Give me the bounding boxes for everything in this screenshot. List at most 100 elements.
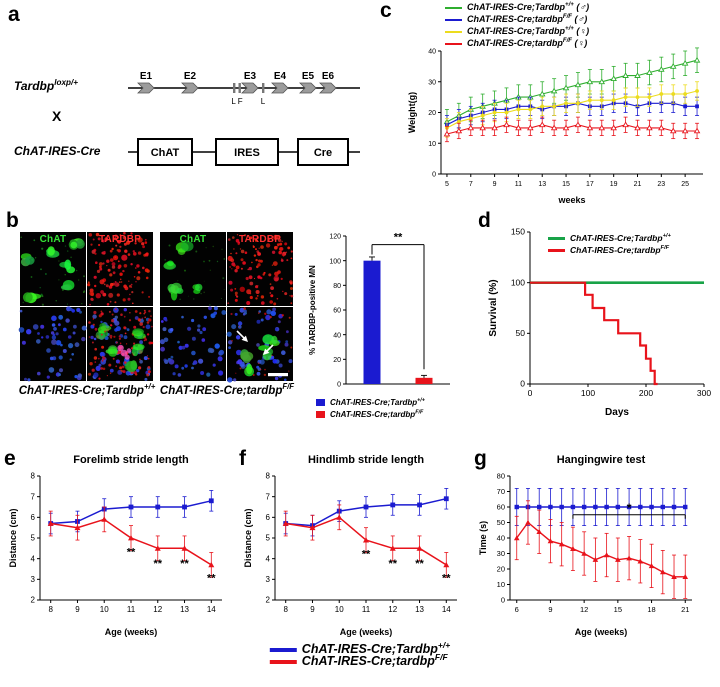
svg-text:0: 0 bbox=[528, 388, 533, 398]
svg-text:L F: L F bbox=[231, 97, 242, 106]
svg-text:E3: E3 bbox=[244, 71, 257, 82]
legend-label: ChAT-IRES-Cre;Tardbp+/+ (♂) bbox=[467, 1, 590, 12]
svg-text:20: 20 bbox=[333, 357, 341, 364]
svg-text:7: 7 bbox=[31, 492, 36, 501]
svg-text:15: 15 bbox=[562, 181, 570, 188]
svg-text:13: 13 bbox=[415, 605, 424, 614]
svg-text:50: 50 bbox=[516, 328, 526, 338]
svg-text:6: 6 bbox=[31, 513, 36, 522]
cross-symbol: X bbox=[52, 108, 62, 124]
svg-text:Days: Days bbox=[605, 407, 629, 418]
svg-text:**: ** bbox=[153, 558, 162, 570]
svg-text:ChAT: ChAT bbox=[151, 147, 180, 159]
svg-text:40: 40 bbox=[497, 534, 505, 543]
svg-text:E2: E2 bbox=[184, 71, 197, 82]
svg-text:2: 2 bbox=[266, 596, 271, 605]
svg-text:**: ** bbox=[394, 232, 403, 244]
svg-text:8: 8 bbox=[31, 472, 36, 481]
legend-label: ChAT-IRES-Cre;tardbpF/F (♀) bbox=[467, 37, 588, 48]
svg-text:120: 120 bbox=[329, 234, 341, 241]
svg-text:12: 12 bbox=[388, 605, 397, 614]
legend-item: ChAT-IRES-Cre;Tardbp+/+ bbox=[269, 641, 450, 655]
panel-label-a: a bbox=[8, 3, 20, 26]
bar-chart-legend: ChAT-IRES-Cre;Tardbp+/+ ChAT-IRES-Cre;tar… bbox=[316, 397, 425, 421]
svg-text:40: 40 bbox=[428, 49, 436, 56]
legend-item: ChAT-IRES-Cre;tardbpF/F (♀) bbox=[445, 37, 589, 49]
svg-text:9: 9 bbox=[310, 605, 315, 614]
svg-text:5: 5 bbox=[266, 534, 271, 543]
svg-text:40: 40 bbox=[333, 332, 341, 339]
legend-label: ChAT-IRES-Cre;Tardbp+/+ bbox=[330, 397, 425, 407]
svg-text:**: ** bbox=[362, 549, 371, 561]
legend-item: ChAT-IRES-Cre;Tardbp+/+ (♂) bbox=[445, 1, 590, 13]
svg-text:7: 7 bbox=[266, 492, 271, 501]
legend-item: ChAT-IRES-Cre;tardbpF/F (♂) bbox=[445, 13, 589, 25]
panel-label-g: g bbox=[474, 447, 487, 470]
legend-swatch bbox=[548, 237, 565, 240]
svg-text:Time (s): Time (s) bbox=[478, 521, 488, 555]
legend-label: ChAT-IRES-Cre;Tardbp+/+ bbox=[570, 233, 671, 243]
svg-text:8: 8 bbox=[266, 472, 271, 481]
svg-text:Age (weeks): Age (weeks) bbox=[105, 627, 158, 637]
svg-text:6: 6 bbox=[266, 513, 271, 522]
svg-text:**: ** bbox=[180, 558, 189, 570]
forelimb-chart: 8 9 10 11 12 13 14 2 3 4 5 6 7 8 Forelimb stride lengt… bbox=[8, 454, 222, 637]
svg-text:6: 6 bbox=[515, 605, 519, 614]
legend-item: ChAT-IRES-Cre;Tardbp+/+ bbox=[316, 397, 425, 408]
legend-item: ChAT-IRES-Cre;tardbpF/F bbox=[316, 409, 425, 420]
svg-text:10: 10 bbox=[335, 605, 344, 614]
svg-text:4: 4 bbox=[266, 554, 271, 563]
svg-text:0: 0 bbox=[337, 382, 341, 389]
svg-text:3: 3 bbox=[266, 575, 271, 584]
svg-text:**: ** bbox=[388, 558, 397, 570]
svg-text:Distance (cm): Distance (cm) bbox=[243, 508, 253, 567]
svg-text:E5: E5 bbox=[302, 71, 315, 82]
svg-text:60: 60 bbox=[497, 503, 505, 512]
svg-text:L: L bbox=[261, 97, 266, 106]
svg-text:Age (weeks): Age (weeks) bbox=[340, 627, 393, 637]
stain-label-tardbp-ko: TARDBP bbox=[238, 234, 282, 245]
weight-chart-legend: ChAT-IRES-Cre;Tardbp+/+ (♂) ChAT-IRES-Cre… bbox=[445, 1, 590, 50]
legend-swatch bbox=[269, 659, 297, 664]
svg-text:0: 0 bbox=[520, 379, 525, 389]
gene-construct-diagram: E1 E2 E3 E4 E5 E6 L F L ChAT IRES Cre bbox=[128, 71, 360, 166]
svg-text:60: 60 bbox=[333, 308, 341, 315]
hangingwire-chart: 6 9 12 15 18 21 0 10 20 30 40 50 60 70 80 Hangingwire t… bbox=[478, 454, 692, 637]
svg-text:8: 8 bbox=[283, 605, 288, 614]
svg-text:9: 9 bbox=[548, 605, 552, 614]
svg-text:9: 9 bbox=[493, 181, 497, 188]
svg-text:**: ** bbox=[415, 558, 424, 570]
svg-text:50: 50 bbox=[497, 518, 505, 527]
svg-text:5: 5 bbox=[445, 181, 449, 188]
svg-text:21: 21 bbox=[681, 605, 689, 614]
legend-label: ChAT-IRES-Cre;tardbpF/F bbox=[301, 651, 448, 668]
svg-text:0: 0 bbox=[432, 172, 436, 179]
svg-text:70: 70 bbox=[497, 487, 505, 496]
panel-label-c: c bbox=[380, 0, 392, 22]
legend-swatch bbox=[445, 18, 462, 21]
svg-text:Distance (cm): Distance (cm) bbox=[8, 508, 18, 567]
weight-chart: 5 7 9 11 13 15 17 19 21 23 25 0 10 20 30 40 weeks Weight(… bbox=[407, 47, 703, 205]
svg-text:0: 0 bbox=[501, 596, 505, 605]
svg-text:IRES: IRES bbox=[234, 147, 260, 159]
svg-text:9: 9 bbox=[75, 605, 80, 614]
svg-text:14: 14 bbox=[207, 605, 216, 614]
svg-text:100: 100 bbox=[511, 277, 525, 287]
legend-label: ChAT-IRES-Cre;tardbpF/F (♂) bbox=[467, 13, 588, 24]
svg-text:Hindlimb stride length: Hindlimb stride length bbox=[308, 454, 424, 466]
legend-item: ChAT-IRES-Cre;tardbpF/F bbox=[269, 651, 450, 668]
svg-text:25: 25 bbox=[681, 181, 689, 188]
legend-label: ChAT-IRES-Cre;tardbpF/F bbox=[330, 409, 424, 419]
svg-text:E6: E6 bbox=[322, 71, 335, 82]
svg-text:13: 13 bbox=[538, 181, 546, 188]
svg-text:100: 100 bbox=[329, 258, 341, 265]
svg-text:150: 150 bbox=[511, 227, 525, 237]
svg-text:30: 30 bbox=[428, 79, 436, 86]
legend-swatch bbox=[445, 6, 462, 9]
panel-label-d: d bbox=[478, 209, 491, 232]
svg-text:20: 20 bbox=[497, 565, 505, 574]
svg-text:7: 7 bbox=[469, 181, 473, 188]
svg-text:80: 80 bbox=[333, 283, 341, 290]
svg-text:10: 10 bbox=[428, 141, 436, 148]
svg-text:E1: E1 bbox=[140, 71, 153, 82]
